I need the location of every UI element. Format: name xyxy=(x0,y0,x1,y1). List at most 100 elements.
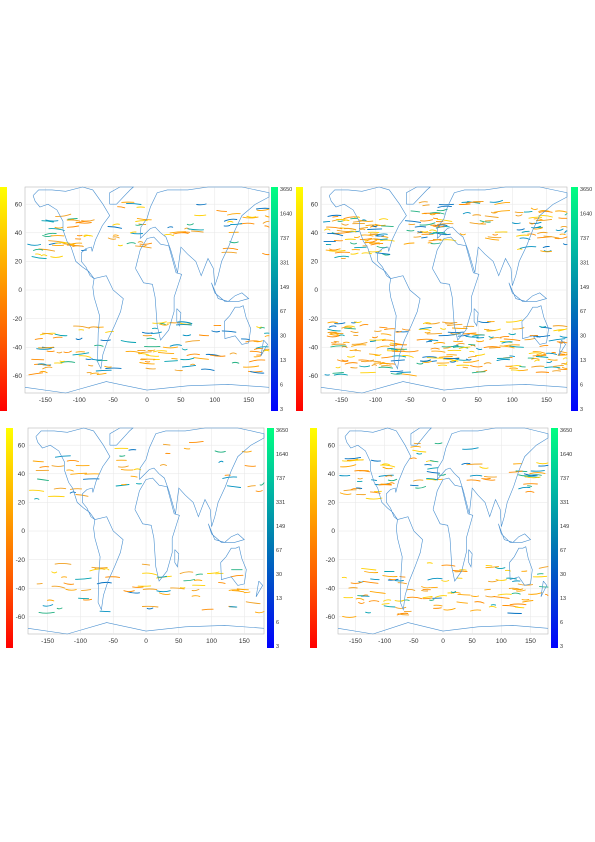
storm-track xyxy=(519,365,526,368)
storm-track xyxy=(256,208,270,212)
storm-track xyxy=(406,229,415,232)
storm-track xyxy=(334,251,351,254)
storm-track xyxy=(394,599,405,602)
storm-track xyxy=(254,611,265,614)
storm-track xyxy=(141,605,159,608)
storm-track xyxy=(446,323,463,327)
storm-track xyxy=(454,570,464,573)
x-tick-label: 150 xyxy=(541,397,552,404)
storm-track xyxy=(350,242,357,245)
storm-track xyxy=(326,335,340,338)
x-tick-label: 0 xyxy=(145,397,149,404)
storm-track xyxy=(139,362,155,365)
storm-track xyxy=(230,223,243,225)
storm-track xyxy=(396,330,408,333)
storm-track xyxy=(533,335,541,338)
storm-track xyxy=(359,226,369,229)
storm-track xyxy=(419,222,436,226)
storm-track xyxy=(228,589,240,591)
storm-track xyxy=(152,321,167,324)
storm-track xyxy=(69,491,76,494)
storm-track xyxy=(61,576,68,578)
panel-top-right: -150 -100 -50 0 50 100 150 60 40 20 0 -20 -40 -60 3650… xyxy=(296,185,595,415)
storm-track xyxy=(350,252,359,255)
storm-track xyxy=(226,485,242,488)
storm-track xyxy=(476,347,483,350)
storm-track xyxy=(117,244,123,247)
colorbar-tick-label: 3 xyxy=(580,407,583,413)
y-tick-label: 0 xyxy=(314,287,318,294)
storm-track xyxy=(117,465,129,468)
storm-track xyxy=(348,459,364,462)
storm-track xyxy=(223,224,231,227)
storm-track xyxy=(456,343,465,346)
x-tick-label: 150 xyxy=(525,638,536,645)
storm-track xyxy=(534,359,540,362)
colorbar-tick-label: 67 xyxy=(280,309,286,315)
storm-track xyxy=(516,234,530,237)
storm-track xyxy=(78,597,90,600)
panel-top-left: -150 -100 -50 0 50 100 150 60 40 20 0 -20 -40 -60 3650… xyxy=(0,185,292,415)
x-tick-label: 100 xyxy=(507,397,518,404)
storm-track xyxy=(173,232,189,235)
colorbar-tick-label: 13 xyxy=(560,596,566,602)
storm-track xyxy=(463,325,475,328)
storm-track xyxy=(529,472,546,475)
storm-track xyxy=(39,370,48,374)
storm-track xyxy=(394,342,408,346)
storm-track xyxy=(152,350,168,353)
storm-track xyxy=(413,236,422,238)
storm-track xyxy=(536,354,545,356)
storm-track xyxy=(227,220,234,223)
storm-track xyxy=(449,360,457,363)
storm-track xyxy=(564,213,568,216)
storm-track xyxy=(357,477,363,480)
storm-track xyxy=(241,450,252,453)
storm-track xyxy=(90,372,99,375)
storm-track xyxy=(379,326,388,329)
colorbar-tick-label: 67 xyxy=(276,548,282,554)
storm-track xyxy=(404,220,422,223)
storm-track xyxy=(425,322,440,325)
storm-track xyxy=(521,230,530,233)
storm-track xyxy=(433,342,446,345)
storm-track xyxy=(96,372,107,375)
coastline xyxy=(220,546,247,586)
storm-track xyxy=(468,343,476,346)
storm-track xyxy=(406,589,416,591)
storm-track xyxy=(531,365,545,368)
storm-track xyxy=(495,579,507,581)
storm-track xyxy=(162,443,171,446)
x-tick-label: -50 xyxy=(405,397,415,404)
storm-track xyxy=(66,225,80,228)
storm-track xyxy=(38,346,55,349)
storm-track xyxy=(88,326,100,329)
y-tick-label: 60 xyxy=(15,201,23,208)
storm-track xyxy=(461,462,471,465)
storm-track xyxy=(381,365,392,367)
storm-track xyxy=(415,486,427,489)
storm-track xyxy=(328,325,337,328)
storm-track xyxy=(508,333,516,335)
storm-track xyxy=(99,610,111,613)
storm-track xyxy=(195,573,203,576)
storm-track xyxy=(185,340,200,343)
storm-track xyxy=(432,232,447,235)
storm-track xyxy=(516,589,526,592)
storm-track xyxy=(492,234,498,236)
storm-track xyxy=(76,221,92,224)
storm-track xyxy=(552,325,568,328)
storm-track xyxy=(264,335,270,337)
colorbar-tick-label: 331 xyxy=(580,260,589,266)
storm-track xyxy=(333,373,348,376)
storm-track xyxy=(479,220,491,223)
colorbar-tick-label: 30 xyxy=(580,334,586,340)
storm-track xyxy=(450,332,460,335)
storm-track xyxy=(129,231,137,234)
storm-track xyxy=(485,566,500,569)
storm-track xyxy=(42,604,54,607)
storm-track xyxy=(328,250,346,252)
storm-track xyxy=(462,447,479,450)
storm-track xyxy=(361,252,372,255)
storm-track xyxy=(45,219,59,222)
